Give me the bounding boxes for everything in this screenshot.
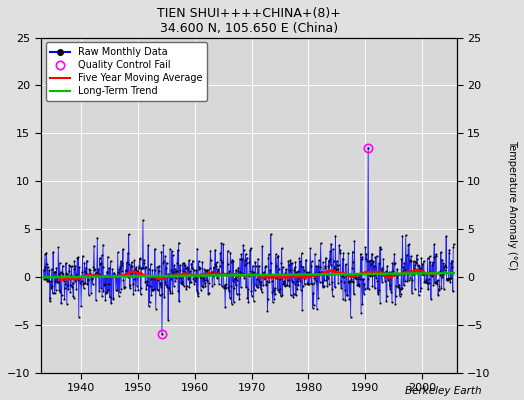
Text: Berkeley Earth: Berkeley Earth xyxy=(406,386,482,396)
Y-axis label: Temperature Anomaly (°C): Temperature Anomaly (°C) xyxy=(507,140,517,270)
Title: TIEN SHUI++++CHINA+(8)+
34.600 N, 105.650 E (China): TIEN SHUI++++CHINA+(8)+ 34.600 N, 105.65… xyxy=(157,7,341,35)
Legend: Raw Monthly Data, Quality Control Fail, Five Year Moving Average, Long-Term Tren: Raw Monthly Data, Quality Control Fail, … xyxy=(46,42,207,101)
